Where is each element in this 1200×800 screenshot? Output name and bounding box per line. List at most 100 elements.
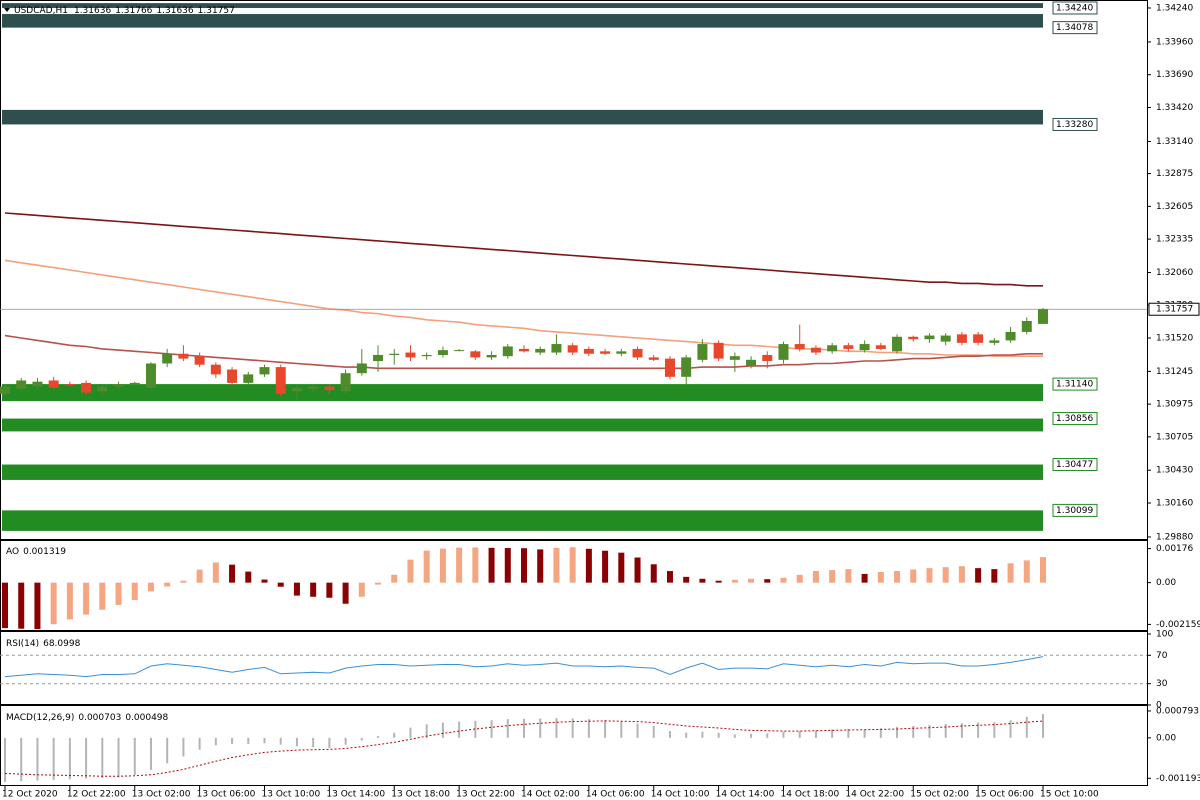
macd-bar [166,737,169,764]
candle-body [259,367,270,375]
macd-bar [101,737,104,778]
y-tick-label: 30 [1156,679,1168,689]
macd-bar [328,737,331,749]
menu-triangle[interactable] [4,8,10,12]
candle-body [810,347,821,353]
last-close: 1.31757 [198,6,235,16]
candle-body [340,373,351,392]
candle-body [32,381,43,387]
macd-bar [814,730,817,738]
ao-bar [131,582,138,601]
ao-bar [553,547,560,583]
candle-body [940,335,951,342]
candle-body [437,350,448,355]
candle-body [616,351,627,354]
ao-bar [796,574,803,583]
macd-bar [636,723,639,738]
ao-name: AO [6,547,19,557]
candle-body [600,351,611,354]
candle-body [989,340,1000,343]
candle-body [178,353,189,359]
macd-bar [717,732,720,738]
ao-bar [66,582,73,620]
ao-bar [748,578,755,583]
ao-bar [780,577,787,583]
macd-bar [831,729,834,738]
candle-body [210,364,221,375]
ao-bar [488,547,495,583]
ao-bar [861,573,868,583]
zone [2,3,1043,8]
candle-body [892,336,903,352]
candle-body [227,369,238,383]
macd-bar [68,737,71,780]
ao-bar [456,547,463,583]
x-tick-label: 14 Oct 02:00 [521,790,580,800]
macd-bar [555,718,558,738]
macd-bar [1042,714,1044,738]
y-tick-label: 0.000793 [1156,706,1199,716]
last-price-box [1148,302,1200,316]
ao-bar [926,568,933,583]
macd-bar [312,737,315,748]
macd-bar [571,718,574,738]
candle-body [729,356,740,360]
candle-body [64,384,75,386]
macd-bar [668,731,671,738]
zone [2,109,1043,125]
candle-body [519,348,529,352]
zone-label-box [1052,21,1098,35]
candle-body [924,335,935,340]
ao-bar [1023,560,1030,583]
zone [2,464,1043,480]
zone-label-box [1052,377,1098,391]
macd-bar [750,733,753,738]
ao-bar [683,576,690,583]
macd-bar [782,731,785,738]
x-tick-label: 12 Oct 2020 [2,790,58,800]
zone-label-box [1052,1,1098,15]
candle-body [762,354,773,362]
zone-label: 1.31140 [1056,380,1093,390]
macd-bar [149,737,152,771]
last-low: 1.31636 [156,6,193,16]
ao-bar [829,570,836,583]
y-tick-label: 0.00 [1156,578,1176,588]
ao-bar [212,562,219,583]
ao-bar [975,568,982,583]
x-tick-label: 14 Oct 14:00 [716,790,775,800]
macd-bar [458,721,461,738]
macd-bar [896,726,899,738]
macd-bar [117,737,120,777]
macd-bar [182,737,185,757]
candle-body [908,336,919,340]
ao-bar [229,564,236,583]
candle-body [681,357,692,377]
macd-bar [928,724,931,738]
candle-body [956,334,967,343]
rsi-title: RSI(14) 68.0998 [6,639,81,649]
candle-body [632,348,643,358]
macd-bar [490,720,493,738]
zone-label-box [1052,117,1098,131]
ao-bar [504,548,511,583]
last-high: 1.31766 [115,6,152,16]
ao-bar [812,571,819,583]
y-tick-label: 1.34240 [1156,3,1193,13]
moving-average [4,334,1043,370]
candle-body [113,384,124,387]
ao-bar [261,579,268,583]
y-tick-label: 1.32335 [1156,235,1193,245]
ao-bar [358,582,365,597]
macd-bar [652,725,655,738]
y-tick-label: 70 [1156,651,1168,661]
candle-body [535,348,546,353]
x-tick-label: 13 Oct 10:00 [262,790,321,800]
x-tick-label: 14 Oct 10:00 [651,790,710,800]
y-tick-label: 1.32875 [1156,169,1193,179]
rsi-last: 68.0998 [43,639,80,649]
macd-bar [879,728,882,738]
macd-bar [377,736,380,738]
y-tick-label: 1.31245 [1156,367,1193,377]
candle-body [356,363,367,374]
